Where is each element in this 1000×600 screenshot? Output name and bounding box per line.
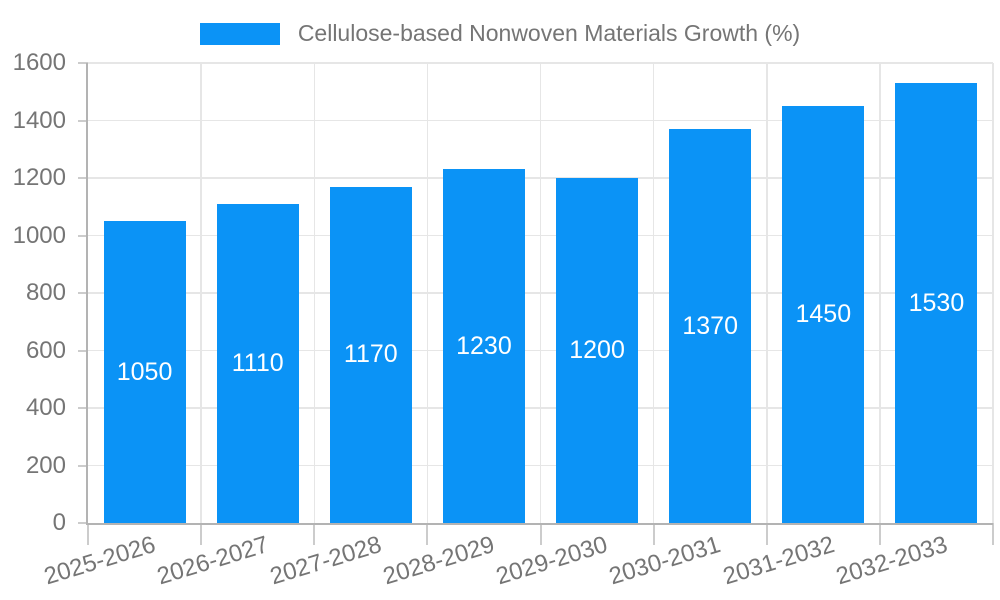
x-axis-label: 2027-2028 <box>267 531 385 591</box>
x-gridline <box>879 63 881 523</box>
y-axis-label: 400 <box>25 394 66 421</box>
y-axis-label: 1000 <box>12 221 66 249</box>
x-axis-label: 2028-2029 <box>380 531 498 591</box>
x-gridline <box>652 63 655 523</box>
bar-value-label: 1110 <box>231 348 284 377</box>
bar: 1230 <box>442 169 525 523</box>
x-axis-label: 2032-2033 <box>832 531 951 591</box>
x-axis-label: 2025-2026 <box>40 531 159 591</box>
y-axis-tick <box>78 177 88 179</box>
x-axis-line <box>86 523 993 525</box>
y-axis-label: 0 <box>52 509 66 536</box>
y-axis-tick <box>78 292 88 294</box>
y-axis-tick <box>78 119 88 122</box>
x-gridline <box>200 63 202 523</box>
bar-value-label: 1450 <box>795 300 852 329</box>
x-axis-tick <box>313 523 316 545</box>
x-axis-tick <box>539 523 542 545</box>
bar: 1170 <box>329 186 412 523</box>
y-axis-tick <box>78 407 88 409</box>
y-axis-label: 200 <box>25 451 66 479</box>
x-gridline <box>766 63 768 523</box>
bar: 1050 <box>103 221 186 523</box>
bar-value-label: 1370 <box>682 311 738 340</box>
bar: 1370 <box>669 129 752 523</box>
y-axis-label: 1400 <box>12 106 66 134</box>
legend-swatch <box>199 22 280 45</box>
x-axis-tick <box>200 523 203 545</box>
y-axis-tick <box>78 464 88 467</box>
legend: Cellulose-based Nonwoven Materials Growt… <box>0 20 1000 47</box>
x-axis-tick <box>652 523 655 545</box>
x-axis-tick <box>992 523 994 545</box>
x-gridline <box>992 63 994 523</box>
x-axis-label: 2031-2032 <box>719 531 838 591</box>
bar: 1110 <box>216 203 299 523</box>
bar-value-label: 1050 <box>116 357 173 386</box>
y-axis-line <box>86 63 88 523</box>
y-axis-tick <box>78 62 88 64</box>
y-axis-tick <box>78 522 88 524</box>
y-axis-tick <box>78 234 88 237</box>
y-axis-tick <box>78 349 88 352</box>
x-axis-tick <box>765 523 768 545</box>
bar-value-label: 1170 <box>343 340 398 369</box>
bar: 1530 <box>895 83 978 523</box>
y-axis-label: 800 <box>25 279 66 306</box>
y-axis-label: 1200 <box>12 164 66 191</box>
x-axis-label: 2029-2030 <box>493 531 611 591</box>
bar: 1450 <box>782 106 865 523</box>
legend-label: Cellulose-based Nonwoven Materials Growt… <box>297 20 801 46</box>
x-gridline <box>313 63 315 523</box>
bar-value-label: 1200 <box>569 336 625 364</box>
x-axis-label: 2026-2027 <box>153 531 272 591</box>
bar-value-label: 1530 <box>908 288 965 317</box>
x-gridline <box>426 63 429 523</box>
x-axis-tick <box>87 523 89 545</box>
x-axis-tick <box>878 523 881 545</box>
x-axis-tick <box>426 523 429 545</box>
bar: 1200 <box>556 178 639 523</box>
y-axis-label: 600 <box>25 336 66 364</box>
x-gridline <box>539 63 542 523</box>
x-axis-label: 2030-2031 <box>606 531 725 591</box>
y-axis-label: 1600 <box>12 49 66 76</box>
bar-value-label: 1230 <box>456 331 512 360</box>
